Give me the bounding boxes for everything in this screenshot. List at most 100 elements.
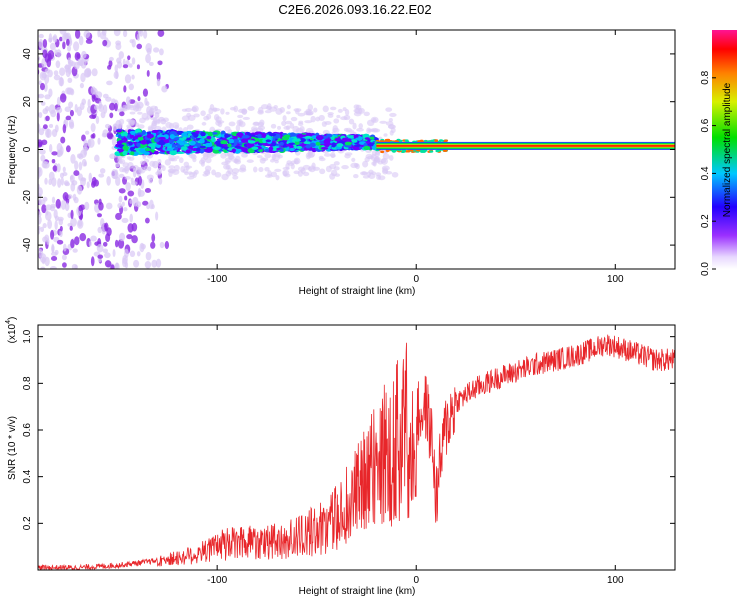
waterfall-noise-blob <box>76 53 81 60</box>
waterfall-noise-blob <box>127 190 135 197</box>
waterfall-noise-blob <box>85 39 93 44</box>
waterfall-halo-blob <box>336 114 341 119</box>
waterfall-x-axis-label: Height of straight line (km) <box>299 286 416 297</box>
waterfall-noise-blob <box>69 225 73 231</box>
waterfall-halo-blob <box>203 154 209 160</box>
waterfall-halo-blob <box>273 105 278 109</box>
waterfall-halo-blob <box>128 156 135 161</box>
waterfall-band-blob <box>193 133 199 138</box>
waterfall-noise-blob <box>68 67 72 75</box>
waterfall-band-blob <box>136 134 142 138</box>
waterfall-halo-blob <box>206 113 212 120</box>
waterfall-band-blob <box>326 133 333 138</box>
waterfall-band-blob <box>194 143 202 147</box>
waterfall-halo-blob <box>238 119 243 127</box>
waterfall-halo-blob <box>282 166 290 171</box>
waterfall-noise-blob <box>62 262 67 268</box>
waterfall-halo-blob <box>228 121 236 127</box>
waterfall-noise-blob <box>76 153 82 159</box>
waterfall-noise-blob <box>56 163 61 173</box>
waterfall-noise-blob <box>144 261 152 269</box>
waterfall-noise-blob <box>131 39 136 48</box>
waterfall-noise-blob <box>91 68 98 77</box>
waterfall-halo-blob <box>174 155 180 159</box>
waterfall-noise-blob <box>107 65 112 70</box>
waterfall-noise-blob <box>126 234 133 240</box>
waterfall-noise-blob <box>74 236 80 246</box>
waterfall-halo-blob <box>146 174 154 181</box>
waterfall-noise-blob <box>117 238 125 249</box>
waterfall-noise-blob <box>125 96 131 105</box>
waterfall-halo-blob <box>381 165 390 171</box>
waterfall-noise-blob <box>99 31 107 40</box>
waterfall-noise-blob <box>119 111 125 117</box>
colorbar-ticks: 0.0 0.2 0.4 0.6 0.8 <box>700 70 716 276</box>
waterfall-noise-blob <box>93 104 99 110</box>
waterfall-noise-blob <box>68 101 74 109</box>
waterfall-halo-blob <box>286 104 291 110</box>
waterfall-noise-blob <box>115 176 121 187</box>
waterfall-noise-blob <box>51 196 56 204</box>
waterfall-noise-blob <box>81 50 87 59</box>
waterfall-noise-blob <box>44 68 51 74</box>
waterfall-noise-blob <box>69 175 74 180</box>
waterfall-halo-blob <box>371 150 377 157</box>
waterfall-noise-blob <box>156 78 161 87</box>
waterfall-noise-blob <box>91 176 97 186</box>
waterfall-noise-blob <box>97 226 102 234</box>
waterfall-noise-blob <box>131 74 135 80</box>
waterfall-noise-blob <box>90 256 95 267</box>
waterfall-band-blob <box>228 138 235 144</box>
waterfall-band-blob <box>147 143 155 148</box>
waterfall-noise-blob <box>30 180 34 186</box>
waterfall-halo-blob <box>353 173 359 179</box>
waterfall-halo-blob <box>374 155 379 162</box>
waterfall-noise-blob <box>41 204 47 214</box>
waterfall-noise-blob <box>28 153 31 158</box>
snr-ytick-label: 0.2 <box>22 516 33 530</box>
waterfall-noise-blob <box>67 77 73 84</box>
waterfall-noise-blob <box>39 149 46 155</box>
waterfall-band-blob <box>153 150 159 155</box>
waterfall-noise-blob <box>60 199 66 210</box>
waterfall-noise-blob <box>90 235 97 242</box>
waterfall-noise-blob <box>87 139 92 147</box>
waterfall-band-blob <box>350 139 358 143</box>
waterfall-band-blob <box>289 147 295 152</box>
waterfall-noise-blob <box>140 243 146 250</box>
waterfall-noise-blob <box>83 139 88 149</box>
waterfall-noise-blob <box>38 123 41 133</box>
waterfall-halo-blob <box>157 158 162 164</box>
waterfall-noise-blob <box>136 251 141 257</box>
waterfall-band-blob <box>342 137 347 142</box>
waterfall-transition-blob <box>380 150 385 154</box>
waterfall-halo-blob <box>308 165 316 173</box>
waterfall-band-blob <box>344 141 352 146</box>
waterfall-noise-blob <box>102 93 109 99</box>
waterfall-noise-blob <box>109 153 116 160</box>
waterfall-halo-blob <box>333 118 340 124</box>
waterfall-noise-blob <box>52 34 58 43</box>
waterfall-halo-blob <box>304 120 313 124</box>
waterfall-band-blob <box>181 132 189 138</box>
waterfall-band-blob <box>130 151 135 156</box>
waterfall-transition-blob <box>406 150 411 153</box>
waterfall-halo-blob <box>138 166 146 174</box>
waterfall-noise-blob <box>104 252 111 259</box>
waterfall-noise-blob <box>144 217 150 224</box>
waterfall-band-blob <box>320 147 329 150</box>
waterfall-halo-blob <box>348 118 355 125</box>
waterfall-noise-blob <box>106 131 113 139</box>
waterfall-noise-blob <box>31 221 37 229</box>
waterfall-band-blob <box>174 147 179 151</box>
waterfall-noise-blob <box>73 41 80 52</box>
waterfall-halo-blob <box>302 171 310 177</box>
waterfall-halo-blob <box>214 171 222 178</box>
waterfall-noise-blob <box>128 63 133 68</box>
colorbar-label: Normalized spectral amplitude <box>722 82 733 217</box>
waterfall-band-blob <box>199 138 205 144</box>
waterfall-noise-blob <box>66 87 74 95</box>
waterfall-band-blob <box>188 146 193 150</box>
waterfall-noise-blob <box>40 226 45 232</box>
waterfall-band-blob <box>204 142 213 148</box>
